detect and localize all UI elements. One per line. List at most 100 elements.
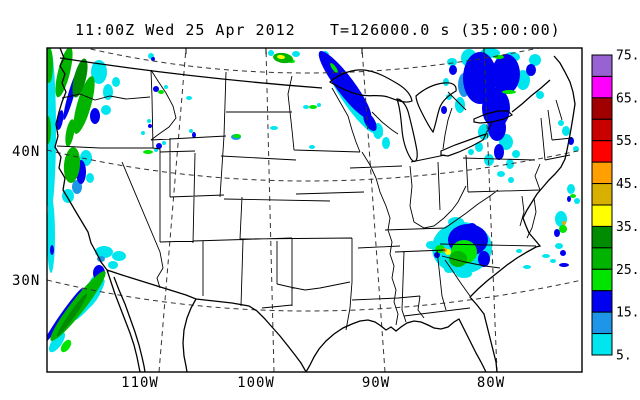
precip-cell [186,96,192,100]
precip-cell [559,263,569,267]
gridline-90w [361,48,386,372]
precip-cell [309,105,317,109]
precip-cell [455,97,465,113]
precip-cell [377,131,383,137]
colorbar-tick-label: 65. [616,91,639,106]
gridline-110w [158,48,187,372]
precip-cell [156,143,162,149]
colorbar-cell [591,140,613,163]
gridline-100w [265,48,275,372]
precip-cell [141,131,145,135]
precip-cell [570,194,576,198]
gridline-80w [483,48,498,372]
precip-cell [494,144,504,160]
precip-cell [309,145,315,149]
colorbar-cell [591,161,613,185]
colorbar-tick-label: 15. [616,306,639,321]
precip-cell [529,54,541,66]
precip-cell [468,149,474,155]
precip-cell [444,265,454,273]
precip-cell [567,184,575,194]
precip-cell [330,62,338,74]
colorbar-tick-label: 25. [616,263,639,278]
precip-cell [526,64,536,76]
precip-cell [555,211,567,227]
precip-cell [101,105,111,115]
precip-cell [443,78,449,86]
precip-cell [277,54,285,60]
precip-cell [426,241,436,249]
precip-cell [560,250,566,256]
colorbar-cell [591,247,613,270]
precip-cell [72,58,88,98]
precip-cell [91,60,107,84]
precip-cell [482,88,510,128]
precip-cell [47,116,51,144]
precip-cell [562,126,570,136]
precip-cell [456,270,472,278]
colorbar-cell [591,97,613,120]
lat-label: 40N [12,144,41,160]
precip-cell [48,331,66,353]
colorbar-tick-label: 35. [616,220,639,235]
colorbar-tick-label: 5. [616,349,632,364]
precip-cell [153,86,159,92]
colorbar: 75. 65. 55. 45. 35. 25. 15. 5. [591,49,639,364]
colorbar-cell [591,290,613,313]
lon-label: 80W [476,375,506,391]
precip-cell [550,259,556,263]
precip-cell [542,254,550,258]
precipitation-field [47,48,580,353]
precip-cell [467,223,477,233]
colorbar-cell [591,54,613,77]
precip-cell [558,120,564,126]
colorbar-cell [591,118,613,142]
precip-cell [56,293,88,337]
precip-cell [475,142,483,152]
gridline-50n [84,48,541,74]
colorbar-cell [591,333,613,356]
plot-model-time-title: T=126000.0 s (35:00:00) [330,21,561,39]
precip-cell [292,51,300,57]
precip-cell [463,52,497,104]
precip-cell [148,124,152,128]
precip-cell [512,150,520,158]
precip-cell [158,90,164,94]
precip-cell [516,249,522,253]
precip-cell [47,197,55,273]
colorbar-cell [591,311,613,335]
precip-cell [559,225,567,233]
precip-cell [447,58,457,66]
precip-cell [441,106,447,114]
precip-cell [449,251,467,267]
precip-cell [478,251,490,267]
precip-cell [72,180,82,194]
precip-cell [47,48,53,83]
precip-cell [554,229,560,237]
precip-cell [448,217,464,227]
precip-cell [446,94,452,100]
map-frame [46,47,583,373]
precip-cell [60,339,72,353]
precip-cell [95,246,113,258]
precip-cell [434,252,440,258]
colorbar-cell [591,75,613,99]
precip-cell [86,173,94,183]
precip-cell [268,50,274,56]
precip-cell [502,90,516,94]
precip-cell [536,91,544,99]
colorbar-tick-label: 55. [616,134,639,149]
precip-cell [112,77,120,87]
precip-cell [47,48,56,212]
precip-cell [317,103,321,107]
precip-cell [108,261,118,269]
precip-cell [497,171,505,177]
precip-cell [162,141,166,145]
precip-cell [567,196,571,202]
gridline-30n [47,279,582,312]
precip-cell [65,119,75,147]
precip-cell [494,55,504,59]
lon-label: 110W [121,375,159,391]
